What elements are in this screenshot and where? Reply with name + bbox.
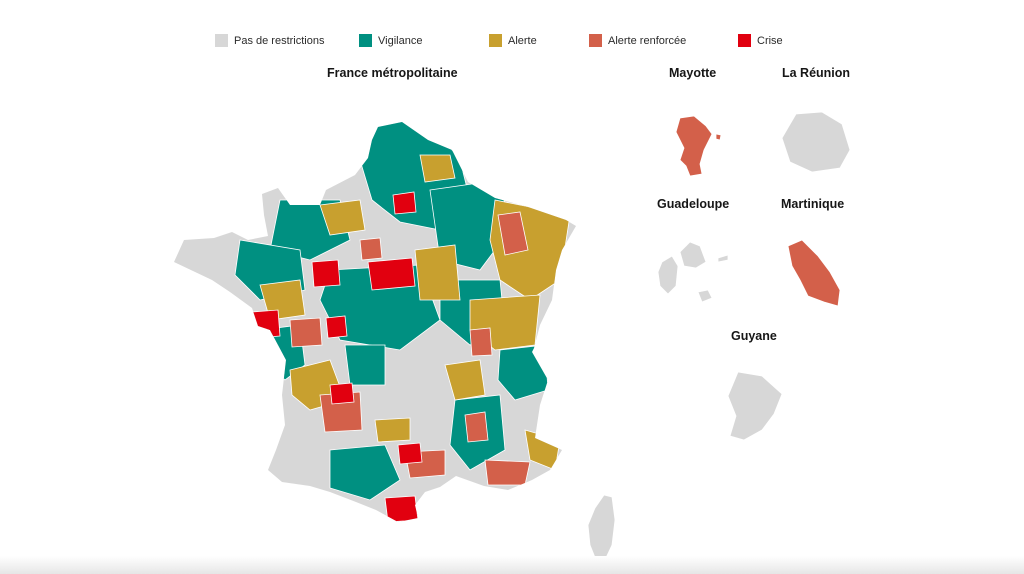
legend-label-no-restrictions: Pas de restrictions (234, 34, 325, 47)
zone-pyrenees-orientales-crise[interactable] (384, 495, 419, 522)
zone-ile-de-france-crise[interactable] (367, 257, 416, 291)
legend-item-vigilance[interactable]: Vigilance (359, 34, 422, 47)
zone-vendee-crise[interactable] (251, 309, 281, 339)
zone-occitanie-vigilance[interactable] (329, 444, 401, 501)
map-title-mayotte: Mayotte (669, 66, 717, 80)
legend-swatch-no-restrictions (215, 34, 228, 47)
map-guadeloupe-basse-terre[interactable] (657, 255, 679, 295)
map-metropole (174, 122, 616, 563)
map-title-guadeloupe: Guadeloupe (657, 197, 730, 211)
legend-swatch-alerte-renforcee (589, 34, 602, 47)
legend-label-crise: Crise (757, 34, 783, 47)
legend-swatch-alerte (489, 34, 502, 47)
zone-deux-sevres-renforcee[interactable] (289, 317, 323, 348)
map-guyane[interactable] (727, 371, 783, 441)
zone-ardennes-alerte[interactable] (419, 154, 456, 183)
legend-swatch-crise (738, 34, 751, 47)
map-guadeloupe (657, 241, 729, 303)
zone-champagne-alerte[interactable] (414, 244, 461, 301)
legend-item-no-restrictions[interactable]: Pas de restrictions (215, 34, 324, 47)
metropole-zones (234, 122, 571, 522)
map-mayotte-petite-terre[interactable] (715, 133, 722, 141)
zone-gard-crise[interactable] (397, 442, 423, 465)
map-mayotte[interactable] (675, 115, 713, 177)
zone-auvergne-alerte[interactable] (444, 359, 486, 401)
map-guadeloupe-grande-terre[interactable] (679, 241, 707, 269)
map-title-martinique: Martinique (781, 197, 845, 211)
zone-loir-et-cher-crise[interactable] (325, 315, 348, 339)
legend-label-vigilance: Vigilance (378, 34, 423, 47)
zone-isere-renforcee[interactable] (464, 411, 489, 443)
legend-item-alerte-renforcee[interactable]: Alerte renforcée (589, 34, 686, 47)
bottom-scroll-shadow (0, 556, 1024, 574)
legend-item-crise[interactable]: Crise (738, 34, 783, 47)
map-guadeloupe-desirade[interactable] (717, 254, 729, 263)
zone-moselle-renforcee[interactable] (497, 211, 529, 256)
zone-limousin-vigilance[interactable] (344, 344, 386, 386)
legend-label-alerte: Alerte (508, 34, 537, 47)
map-title-guyane: Guyane (731, 329, 777, 343)
map-title-metropole: France métropolitaine (327, 66, 458, 80)
zone-aisne-crise[interactable] (392, 191, 417, 215)
map-guadeloupe-marie-galante[interactable] (697, 289, 713, 303)
zone-saone-renforcee[interactable] (469, 327, 493, 357)
legend-label-alerte-renforcee: Alerte renforcée (608, 34, 687, 47)
map-martinique[interactable] (787, 239, 841, 307)
zone-lot-alerte[interactable] (374, 417, 411, 443)
map-title-reunion: La Réunion (782, 66, 851, 80)
zone-seine-renforcee[interactable] (359, 237, 383, 261)
zone-picardie-alerte[interactable] (319, 199, 366, 236)
legend-swatch-vigilance (359, 34, 372, 47)
zone-loire-alerte[interactable] (259, 279, 306, 321)
zone-eure-crise[interactable] (311, 259, 341, 288)
legend-item-alerte[interactable]: Alerte (489, 34, 537, 47)
map-corse[interactable] (587, 494, 616, 563)
zone-charente-crise[interactable] (329, 382, 355, 405)
legend: Pas de restrictions Vigilance Alerte Ale… (0, 0, 1024, 70)
map-reunion[interactable] (781, 111, 851, 173)
zone-var-renforcee[interactable] (484, 459, 531, 486)
